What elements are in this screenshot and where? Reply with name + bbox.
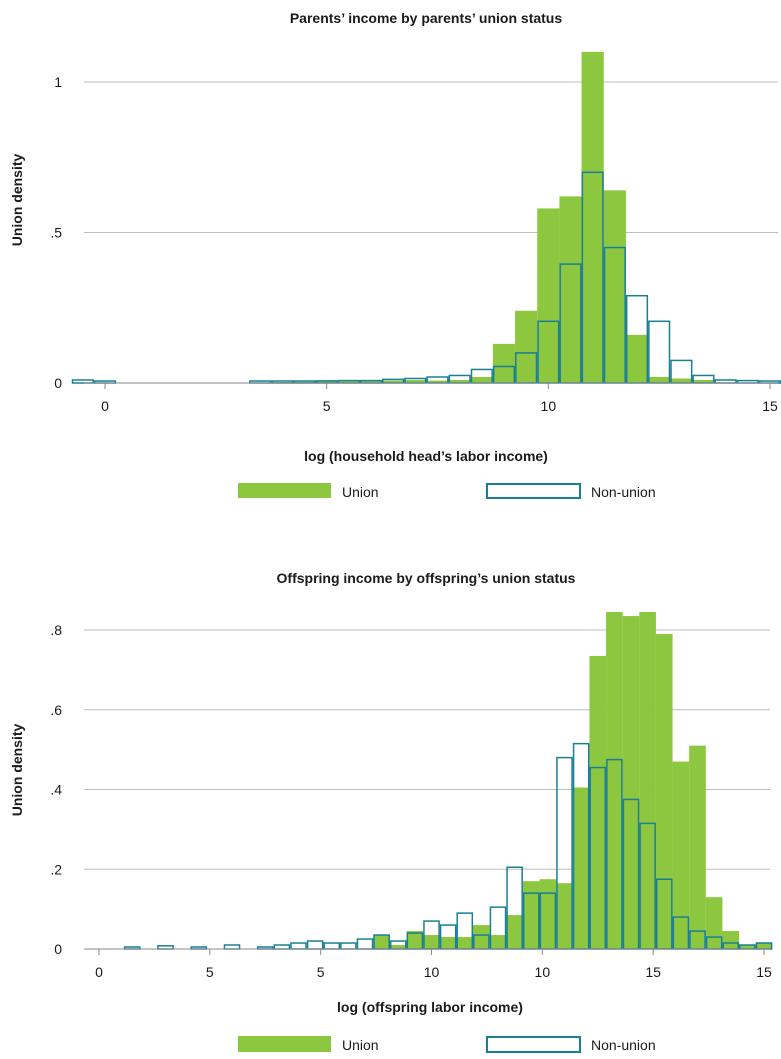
union-bar — [423, 935, 440, 949]
union-bars — [373, 612, 773, 949]
legend-union-swatch — [238, 483, 331, 498]
y-tick-label: .2 — [50, 861, 62, 877]
nonunion-bar — [223, 944, 241, 950]
union-bar — [492, 343, 516, 383]
nonunion-bar — [340, 942, 357, 950]
chart-title: Offspring income by offspring’s union st… — [277, 570, 576, 586]
x-tick-label: 15 — [645, 964, 661, 980]
legend-union-swatch — [238, 1036, 331, 1052]
y-tick-labels: 0.51 — [50, 74, 62, 391]
x-tick-label: 0 — [101, 398, 109, 414]
union-bar — [755, 943, 773, 949]
x-tick-marks: 0 5 10 15 — [101, 383, 778, 414]
union-bar — [337, 381, 360, 383]
panel-parents: Parents’ income by parents’ union status… — [9, 10, 781, 500]
nonunion-bar — [273, 944, 291, 950]
y-tick-label: .8 — [50, 622, 62, 638]
union-bar — [705, 897, 723, 949]
x-tick-label: 10 — [424, 964, 440, 980]
nonunion-bars — [123, 742, 773, 950]
panel-offspring: Offspring income by offspring’s union st… — [9, 570, 773, 1053]
x-tick-label: 10 — [541, 398, 557, 414]
nonunion-bar — [306, 940, 324, 950]
nonunion-bars — [71, 171, 781, 384]
union-bar — [473, 925, 490, 949]
nonunion-bar — [323, 942, 341, 950]
legend-union-label: Union — [342, 1037, 379, 1053]
y-tick-label: .5 — [50, 225, 62, 241]
x-tick-label: 0 — [95, 964, 103, 980]
nonunion-bar — [356, 938, 374, 950]
union-bar — [692, 379, 715, 383]
union-bar — [559, 196, 582, 383]
union-bar — [648, 376, 671, 383]
y-tick-label: .4 — [50, 782, 62, 798]
x-tick-label: 15 — [762, 398, 778, 414]
union-bar — [315, 381, 338, 383]
union-bar — [606, 612, 623, 949]
union-bar — [556, 883, 573, 949]
grid-lines — [84, 81, 778, 233]
legend: Union Non-union — [238, 1036, 656, 1053]
union-bar — [506, 915, 523, 949]
y-tick-label: .6 — [50, 702, 62, 718]
union-bar — [622, 616, 640, 949]
nonunion-bar — [648, 320, 671, 384]
union-bar — [389, 945, 407, 949]
union-bar — [448, 379, 471, 383]
union-bar — [404, 379, 427, 383]
union-bar — [639, 612, 656, 949]
y-axis-label: Union density — [9, 154, 25, 247]
union-bar — [670, 378, 693, 383]
union-bar — [739, 945, 756, 949]
nonunion-bar — [71, 379, 94, 384]
legend-nonunion-swatch — [486, 1036, 581, 1053]
union-bar — [456, 937, 474, 949]
union-bar — [603, 190, 626, 383]
y-tick-label: 0 — [54, 375, 62, 391]
x-axis-label: log (household head’s labor income) — [304, 448, 548, 464]
union-bar — [373, 935, 390, 949]
legend-nonunion-label: Non-union — [591, 1037, 656, 1053]
union-bar — [439, 937, 457, 949]
union-bar — [689, 745, 706, 949]
union-bar — [522, 881, 540, 949]
legend-nonunion-label: Non-union — [591, 484, 656, 500]
y-tick-labels: 0 .2 .4 .6 .8 — [50, 622, 62, 957]
y-tick-label: 0 — [54, 941, 62, 957]
x-tick-label: 5 — [317, 964, 325, 980]
union-bar — [470, 376, 493, 383]
union-bar — [537, 208, 560, 383]
union-bar — [489, 935, 507, 949]
union-bar — [406, 931, 424, 949]
legend-nonunion-swatch — [486, 483, 581, 499]
legend: Union Non-union — [238, 483, 656, 500]
union-bar — [672, 761, 690, 949]
y-axis-label: Union density — [9, 724, 25, 817]
union-bar — [581, 51, 604, 384]
union-bar — [382, 380, 405, 383]
union-bars — [271, 51, 715, 384]
legend-union-label: Union — [342, 484, 379, 500]
union-bar — [722, 931, 740, 949]
union-bar — [655, 633, 673, 949]
x-tick-label: 5 — [206, 964, 214, 980]
x-tick-label: 5 — [323, 398, 331, 414]
union-bar — [426, 380, 449, 383]
union-bar — [359, 381, 383, 383]
x-tick-label: 15 — [756, 964, 772, 980]
y-tick-label: 1 — [54, 74, 62, 90]
union-bar — [625, 334, 649, 383]
x-tick-label: 10 — [535, 964, 551, 980]
union-bar — [572, 787, 590, 949]
nonunion-bar — [290, 942, 307, 950]
union-bar — [589, 655, 607, 949]
chart-title: Parents’ income by parents’ union status — [290, 10, 563, 26]
union-bar — [515, 310, 538, 383]
x-axis-label: log (offspring labor income) — [337, 999, 523, 1015]
union-bar — [539, 879, 557, 949]
x-tick-marks: 0 5 5 10 10 15 15 — [95, 949, 772, 980]
